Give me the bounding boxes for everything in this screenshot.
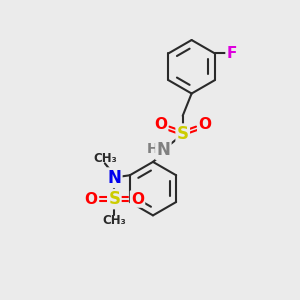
Text: CH₃: CH₃ xyxy=(93,152,117,165)
Text: N: N xyxy=(107,169,121,187)
Text: O: O xyxy=(131,191,144,206)
Text: N: N xyxy=(156,141,170,159)
Text: S: S xyxy=(108,190,120,208)
Text: H: H xyxy=(146,142,158,156)
Text: O: O xyxy=(85,191,98,206)
Text: O: O xyxy=(154,117,167,132)
Text: S: S xyxy=(177,125,189,143)
Text: CH₃: CH₃ xyxy=(103,214,126,227)
Text: F: F xyxy=(226,46,237,61)
Text: O: O xyxy=(198,117,211,132)
